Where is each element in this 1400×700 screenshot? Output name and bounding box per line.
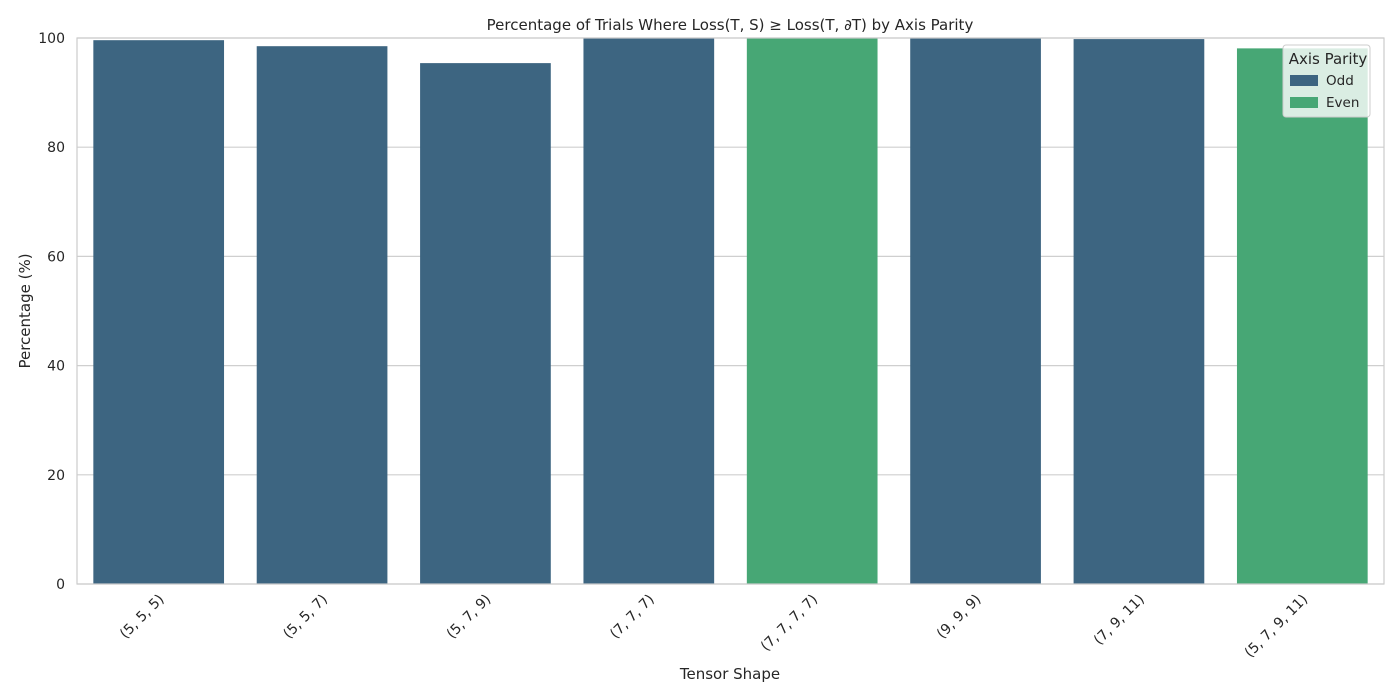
y-tick-labels: 0 20 40 60 80 100 [38,31,65,593]
legend-swatch-even [1290,97,1318,108]
y-tick-label: 40 [47,359,65,375]
bar-1 [256,46,388,584]
bar-6 [1073,39,1205,585]
y-tick-label: 100 [38,31,65,47]
bar-5 [910,38,1041,584]
x-tick-label: (5, 5, 7) [280,592,331,643]
chart-title: Percentage of Trials Where Loss(T, S) ≥ … [487,16,974,34]
legend-label-odd: Odd [1326,73,1354,89]
x-tick-label: (7, 7, 7) [607,592,658,643]
x-tick-label: (5, 7, 9) [444,592,495,643]
y-axis-label: Percentage (%) [16,253,34,368]
x-tick-label: (7, 7, 7, 7) [758,592,821,655]
y-tick-label: 20 [47,468,65,484]
y-tick-label: 0 [56,577,65,593]
axes-frame [76,37,1385,585]
bar-3 [583,38,715,584]
bar-4 [746,38,878,584]
y-tick-label: 80 [47,140,65,156]
bars [93,38,1368,585]
x-tick-label: (5, 7, 9, 11) [1242,592,1311,661]
x-tick-label: (5, 5, 5) [117,592,168,643]
legend: Axis Parity Odd Even [1282,44,1371,118]
legend-title: Axis Parity [1289,50,1368,68]
x-tick-label: (9, 9, 9) [934,592,985,643]
x-tick-labels: (5, 5, 5) (5, 5, 7) (5, 7, 9) (7, 7, 7) (7, … [117,592,1311,661]
bar-7 [1236,48,1368,584]
plot-frame [76,37,1385,585]
y-tick-label: 60 [47,249,65,265]
bar-0 [93,40,225,584]
legend-swatch-odd [1290,75,1318,86]
bar-2 [420,63,551,584]
legend-label-even: Even [1326,95,1359,111]
x-tick-label: (7, 9, 11) [1091,592,1148,649]
x-axis-label: Tensor Shape [679,665,780,683]
